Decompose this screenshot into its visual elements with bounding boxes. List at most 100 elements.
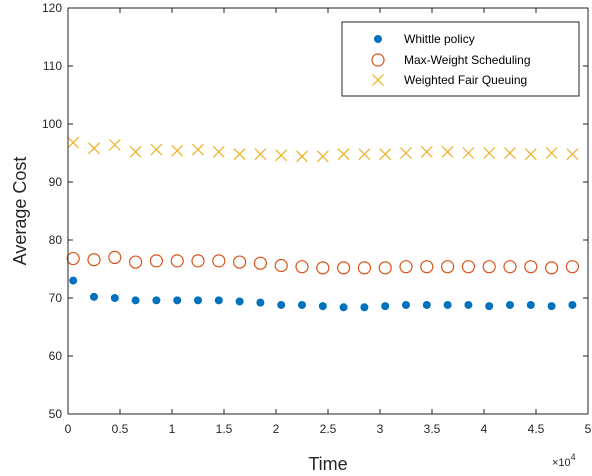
data-point: [462, 147, 475, 159]
series-circle: [66, 250, 580, 275]
data-point: [544, 261, 559, 275]
data-point: [464, 300, 473, 309]
data-point: [441, 260, 455, 274]
legend-marker: [371, 53, 385, 67]
data-point: [194, 296, 202, 305]
data-point: [379, 148, 392, 161]
data-point: [337, 261, 351, 275]
data-point: [131, 296, 140, 305]
x-tick-label: 5: [585, 422, 592, 436]
data-point: [506, 300, 514, 309]
data-point: [298, 300, 306, 309]
x-axis-label: Time: [308, 454, 347, 474]
data-point: [66, 251, 80, 266]
legend-label-whittle: Whittle policy: [404, 32, 475, 46]
legend-markers: [371, 35, 385, 86]
data-point: [524, 148, 537, 161]
y-axis-label: Average Cost: [10, 157, 30, 266]
data-point: [565, 260, 580, 274]
x-tick-label: 1.5: [216, 422, 233, 436]
data-point: [233, 255, 247, 269]
y-tick-label: 110: [43, 59, 62, 73]
data-point: [129, 145, 142, 158]
data-point: [90, 292, 98, 301]
data-point: [296, 150, 308, 163]
data-point: [357, 261, 371, 275]
data-point: [274, 258, 288, 273]
x-tick-label: 0.5: [112, 422, 129, 436]
data-point: [173, 296, 182, 305]
y-tick-label: 100: [42, 117, 62, 131]
data-point: [547, 302, 556, 311]
data-point: [526, 300, 535, 309]
data-point: [295, 260, 309, 274]
data-point: [212, 145, 225, 158]
data-point: [256, 298, 265, 307]
x-tick-label: 1: [169, 422, 176, 436]
y-tick-label: 50: [49, 407, 63, 421]
data-point: [360, 303, 369, 312]
data-point: [482, 260, 496, 274]
data-point: [483, 147, 496, 159]
x-tick-label: 2.5: [320, 422, 337, 436]
data-point: [504, 147, 516, 159]
data-point: [108, 250, 122, 264]
data-point: [88, 142, 100, 155]
data-point: [485, 302, 494, 311]
x-tick-label: 3: [377, 422, 384, 436]
data-point: [399, 260, 413, 274]
legend: Whittle policy Max-Weight Scheduling Wei…: [341, 21, 580, 97]
tick-labels: 0 0.5 1 1.5 2 2.5 3 3.5 4 4.5 5 50 60 70 80 90 100 110 120: [42, 1, 592, 436]
data-point: [524, 260, 538, 274]
data-point: [191, 254, 205, 268]
data-point: [69, 276, 78, 285]
data-point: [277, 300, 286, 309]
series-dot: [69, 276, 577, 312]
x-tick-label: 2: [273, 422, 280, 436]
data-point: [545, 147, 558, 159]
legend-label-wfq: Weighted Fair Queuing: [404, 73, 527, 87]
plot-frame: [67, 7, 589, 415]
series-x: [67, 136, 579, 163]
data-point: [420, 260, 434, 274]
data-point: [254, 148, 267, 161]
y-tick-label: 80: [49, 233, 63, 247]
data-marks: [66, 136, 580, 312]
y-tick-label: 60: [49, 349, 63, 363]
data-point: [422, 300, 431, 309]
data-point: [87, 253, 101, 267]
data-point: [441, 145, 454, 158]
data-point: [568, 300, 577, 309]
data-point: [67, 136, 80, 149]
data-point: [566, 148, 579, 161]
data-point: [316, 261, 330, 275]
data-point: [108, 138, 121, 151]
data-point: [318, 302, 327, 311]
data-point: [233, 148, 246, 161]
data-point: [110, 294, 119, 302]
legend-marker: [374, 35, 382, 43]
data-point: [316, 150, 329, 163]
data-point: [381, 302, 390, 311]
data-point: [461, 260, 475, 274]
data-point: [253, 256, 267, 270]
x-tick-label: 0: [65, 422, 72, 436]
x-axis-exponent: ×104: [552, 452, 576, 469]
x-tick-label: 4: [481, 422, 488, 436]
data-point: [150, 143, 163, 156]
y-tick-label: 70: [49, 291, 63, 305]
data-point: [402, 300, 410, 309]
data-point: [400, 147, 412, 159]
data-point: [420, 145, 433, 158]
data-point: [358, 148, 371, 161]
data-point: [339, 303, 348, 312]
data-point: [235, 297, 244, 306]
data-point: [170, 254, 184, 268]
legend-marker: [372, 74, 384, 86]
x-tick-label: 3.5: [424, 422, 441, 436]
data-point: [275, 149, 288, 162]
data-point: [337, 148, 350, 161]
data-point: [378, 261, 392, 275]
legend-label-max-weight: Max-Weight Scheduling: [404, 53, 531, 67]
data-point: [152, 296, 161, 305]
